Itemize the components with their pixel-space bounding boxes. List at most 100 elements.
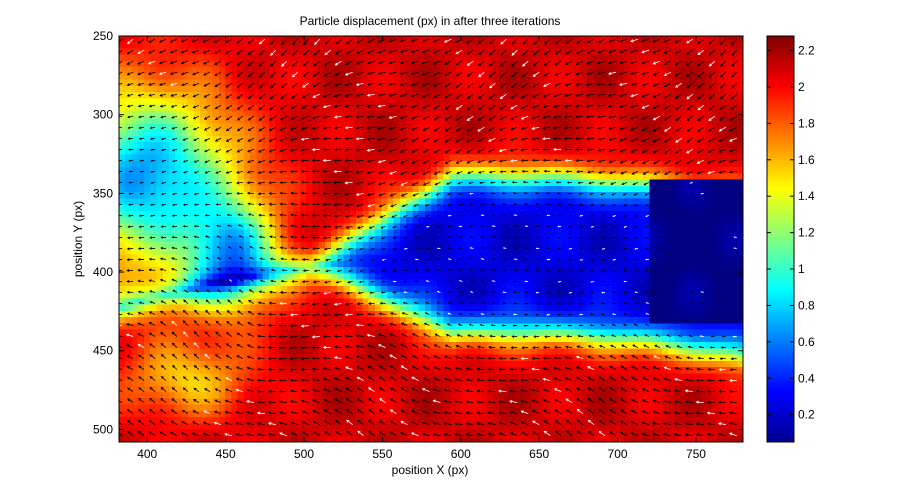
vector-arrow <box>248 115 255 121</box>
vector-arrowhead <box>728 421 733 425</box>
vector-arrow <box>401 376 408 381</box>
vector-arrowhead <box>269 117 273 121</box>
vector-arrowhead <box>378 193 382 197</box>
vector-arrowhead <box>194 267 197 271</box>
vector-arrowhead <box>575 355 580 359</box>
vector-arrowhead <box>403 247 406 250</box>
vector-arrow <box>312 378 320 382</box>
vector-arrowhead <box>644 193 647 196</box>
vector-arrowhead <box>556 192 560 195</box>
vector-arrowhead <box>555 181 559 184</box>
vector-arrowhead <box>126 290 130 294</box>
vector-arrow <box>400 432 408 437</box>
vector-arrow <box>336 248 342 250</box>
vector-arrowhead <box>421 39 426 43</box>
vector-arrow <box>653 137 661 143</box>
vector-arrow <box>477 346 485 348</box>
vector-arrowhead <box>311 236 316 240</box>
vector-arrow <box>159 38 167 43</box>
vector-arrowhead <box>160 353 164 357</box>
vector-arrowhead <box>718 139 722 143</box>
vector-arrow <box>488 390 496 393</box>
vector-arrow <box>586 71 595 75</box>
vector-arrowhead <box>524 236 527 239</box>
vector-arrowhead <box>278 378 283 383</box>
vector-arrow <box>511 38 518 45</box>
vector-arrowhead <box>446 323 450 326</box>
vector-arrowhead <box>171 115 175 119</box>
vector-arrowhead <box>366 104 370 108</box>
vector-arrowhead <box>333 115 338 119</box>
vector-arrow <box>423 137 430 142</box>
vector-arrowhead <box>137 419 142 423</box>
vector-arrowhead <box>400 160 404 164</box>
vector-arrowhead <box>542 94 547 98</box>
vector-arrow <box>411 137 419 142</box>
vector-arrowhead <box>158 61 163 65</box>
vector-arrow <box>213 433 222 437</box>
vector-arrowhead <box>487 149 492 153</box>
vector-arrow <box>270 38 277 45</box>
vector-arrowhead <box>501 192 505 195</box>
vector-arrowhead <box>280 257 284 261</box>
vector-arrow <box>270 82 277 89</box>
vector-arrow <box>553 126 562 129</box>
vector-arrow <box>204 137 211 142</box>
vector-arrowhead <box>564 158 568 163</box>
vector-arrowhead <box>300 191 305 195</box>
y-tick-label: 450 <box>93 344 113 358</box>
vector-arrowhead <box>182 138 186 141</box>
vector-arrowhead <box>476 378 480 382</box>
vector-arrowhead <box>586 366 591 369</box>
vector-arrow <box>609 126 617 130</box>
vector-arrow <box>248 104 255 110</box>
vector-arrowhead <box>619 50 623 54</box>
vector-arrowhead <box>587 387 591 391</box>
vector-arrowhead <box>696 150 701 154</box>
vector-arrowhead <box>414 236 417 239</box>
vector-arrowhead <box>664 355 668 359</box>
vector-arrowhead <box>622 334 625 337</box>
vector-arrow <box>378 323 386 326</box>
vector-arrow <box>653 355 661 359</box>
vector-arrowhead <box>311 378 316 382</box>
vector-arrow <box>138 280 145 282</box>
vector-arrowhead <box>590 237 593 239</box>
vector-arrow <box>290 126 298 131</box>
vector-arrow <box>566 430 573 437</box>
vector-arrow <box>729 432 737 437</box>
plot-frame <box>118 35 744 443</box>
vector-arrowhead <box>218 279 220 281</box>
vector-arrow <box>707 170 715 174</box>
vector-arrowhead <box>597 148 601 152</box>
vector-arrowhead <box>491 247 494 249</box>
vector-arrow <box>731 38 738 45</box>
vector-arrowhead <box>334 409 338 413</box>
vector-arrow <box>664 104 672 110</box>
vector-arrowhead <box>598 431 602 434</box>
vector-arrow <box>719 126 726 132</box>
vector-arrow <box>204 104 211 109</box>
vector-arrow <box>160 343 167 348</box>
vector-arrowhead <box>489 181 493 184</box>
vector-arrow <box>335 292 342 295</box>
vector-arrow <box>181 432 189 437</box>
vector-arrow <box>631 159 639 164</box>
vector-arrow <box>555 49 562 55</box>
vector-arrow <box>434 333 441 337</box>
vector-arrow <box>389 93 397 97</box>
vector-arrowhead <box>137 82 141 86</box>
vector-arrowhead <box>300 357 304 361</box>
vector-arrowhead <box>291 280 295 283</box>
vector-arrowhead <box>345 366 349 370</box>
vector-arrowhead <box>410 39 415 43</box>
vector-arrow <box>477 137 485 143</box>
vector-arrowhead <box>520 159 524 163</box>
vector-arrow <box>609 137 617 141</box>
vector-arrow <box>323 388 331 393</box>
vector-arrowhead <box>411 376 415 380</box>
vector-arrowhead <box>575 83 579 87</box>
vector-arrowhead <box>171 320 175 324</box>
vector-arrowhead <box>322 148 326 152</box>
vector-arrowhead <box>159 268 163 271</box>
